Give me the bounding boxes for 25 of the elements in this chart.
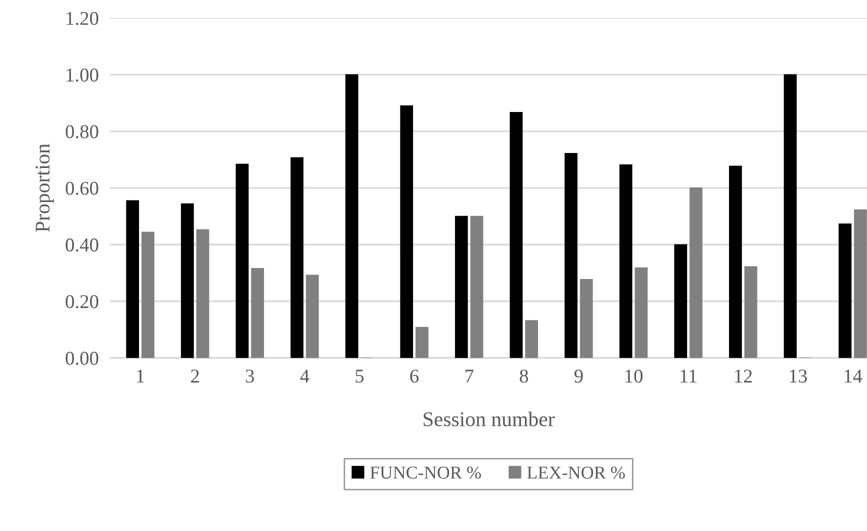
- x-tick-label: 2: [191, 370, 199, 382]
- x-tick-label: 8: [520, 370, 528, 383]
- x-tick-label: 6: [410, 370, 419, 383]
- x-tick-label: 13: [790, 370, 807, 383]
- x-tick-label: 10: [626, 370, 642, 383]
- y-tick-label: 1.00: [66, 68, 98, 82]
- x-axis-title: Session number: [424, 412, 555, 426]
- legend-label: FUNC-NOR %: [370, 466, 481, 479]
- y-axis-title: Proportion: [36, 144, 54, 232]
- x-tick-label: 14: [844, 370, 862, 382]
- y-tick-label: 0.40: [66, 238, 98, 252]
- y-tick-label: 0.60: [66, 182, 98, 195]
- x-tick-label: 5: [356, 370, 364, 383]
- x-tick-label: 1: [137, 370, 144, 382]
- x-tick-label: 12: [735, 370, 752, 382]
- x-tick-label: 9: [574, 370, 583, 383]
- x-tick-label: 7: [466, 370, 474, 382]
- x-tick-label: 4: [300, 370, 310, 382]
- legend-label: LEX-NOR %: [527, 466, 625, 479]
- x-tick-label: 11: [680, 370, 697, 382]
- y-tick-label: 1.20: [66, 12, 98, 26]
- y-tick-label: 0.80: [66, 125, 98, 138]
- y-tick-label: 0.00: [66, 352, 98, 365]
- x-tick-label: 3: [246, 370, 254, 383]
- y-tick-label: 0.20: [66, 295, 98, 308]
